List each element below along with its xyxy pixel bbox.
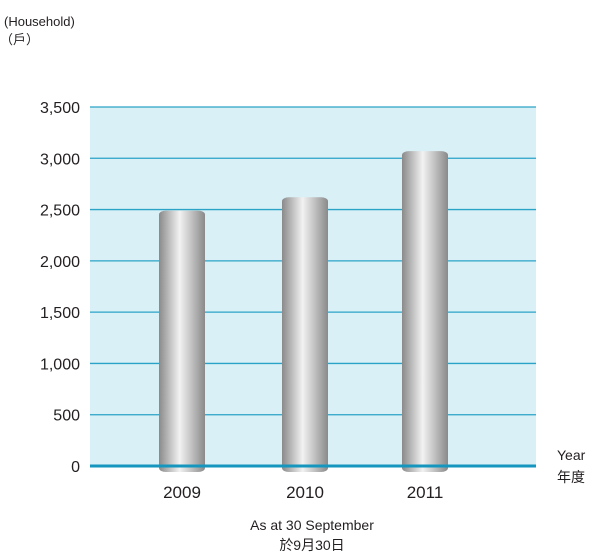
- y-tick-label: 3,000: [40, 151, 80, 168]
- bar-2009: [159, 210, 205, 472]
- y-unit-label-zh: （戶）: [0, 32, 39, 47]
- y-axis-ticks: 0 500 1,000 1,500 2,000 2,500 3,000 3,500: [40, 100, 80, 476]
- y-tick-label: 0: [71, 459, 80, 476]
- y-unit-label: (Household): [4, 14, 75, 29]
- x-axis-title-zh: 年度: [557, 469, 585, 485]
- bars: [159, 151, 448, 472]
- y-tick-label: 1,000: [40, 356, 80, 373]
- date-note: As at 30 September: [250, 517, 374, 533]
- x-axis-labels: 2009 2010 2011: [163, 483, 443, 502]
- x-tick-label: 2009: [163, 483, 201, 502]
- x-axis-title: Year: [557, 447, 586, 463]
- x-tick-label: 2010: [286, 483, 324, 502]
- y-tick-label: 1,500: [40, 305, 80, 322]
- y-tick-label: 3,500: [40, 100, 80, 117]
- bar-2011: [402, 151, 448, 472]
- y-tick-label: 500: [53, 408, 80, 425]
- date-note-zh: 於9月30日: [279, 537, 344, 553]
- y-tick-label: 2,500: [40, 203, 80, 220]
- x-tick-label: 2011: [407, 483, 444, 502]
- bar-2010: [282, 197, 328, 472]
- y-tick-label: 2,000: [40, 254, 80, 271]
